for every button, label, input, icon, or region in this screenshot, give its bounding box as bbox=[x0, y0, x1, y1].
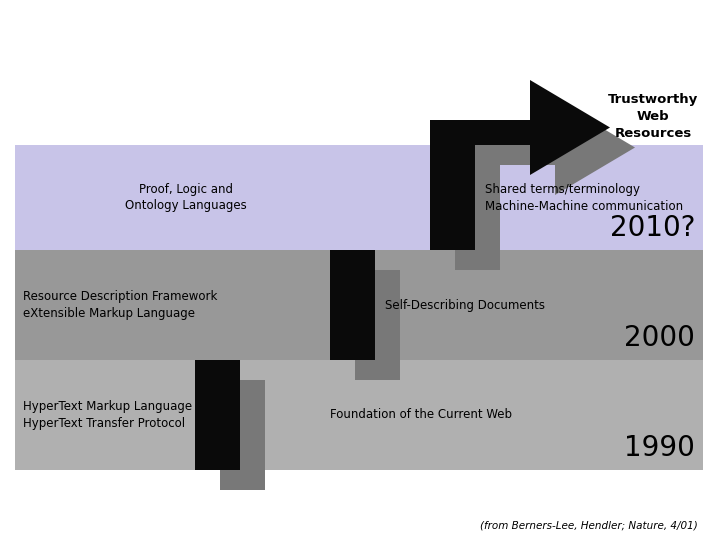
Text: 2010?: 2010? bbox=[610, 214, 695, 242]
Text: 1990: 1990 bbox=[624, 434, 695, 462]
Bar bbox=[15, 145, 703, 250]
Polygon shape bbox=[195, 80, 610, 470]
Bar bbox=[15, 360, 703, 470]
Text: 2000: 2000 bbox=[624, 324, 695, 352]
Polygon shape bbox=[220, 100, 635, 490]
Text: HyperText Markup Language
HyperText Transfer Protocol: HyperText Markup Language HyperText Tran… bbox=[23, 400, 192, 430]
Text: Proof, Logic and
Ontology Languages: Proof, Logic and Ontology Languages bbox=[125, 183, 247, 213]
Text: (from Berners-Lee, Hendler; Nature, 4/01): (from Berners-Lee, Hendler; Nature, 4/01… bbox=[480, 520, 698, 530]
Bar bbox=[15, 250, 703, 360]
Text: Self-Describing Documents: Self-Describing Documents bbox=[385, 299, 545, 312]
Text: Trustworthy
Web
Resources: Trustworthy Web Resources bbox=[608, 93, 698, 140]
Text: Resource Description Framework
eXtensible Markup Language: Resource Description Framework eXtensibl… bbox=[23, 290, 217, 320]
Text: Shared terms/terminology
Machine-Machine communication: Shared terms/terminology Machine-Machine… bbox=[485, 183, 683, 213]
Text: Foundation of the Current Web: Foundation of the Current Web bbox=[330, 408, 512, 422]
